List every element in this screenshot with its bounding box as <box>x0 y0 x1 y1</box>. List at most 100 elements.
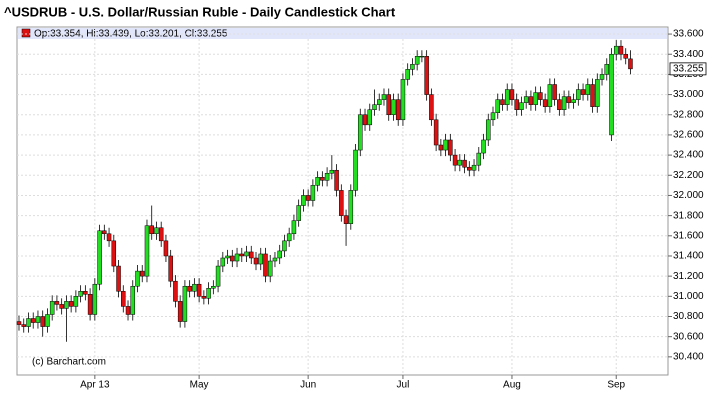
y-tick-label: 33.400 <box>673 49 704 60</box>
candle-body <box>528 96 534 105</box>
candle-body <box>163 240 169 257</box>
x-tick-label: Jul <box>397 380 410 391</box>
candle-body <box>571 99 576 103</box>
candle-body <box>613 45 619 55</box>
candle-body <box>476 152 482 166</box>
candle-body <box>220 257 226 267</box>
candle-body <box>173 280 178 302</box>
candle-body <box>424 56 429 95</box>
candle-body <box>315 177 320 186</box>
candle-body <box>557 99 562 110</box>
candle-body <box>462 159 467 168</box>
candle-body <box>561 96 567 110</box>
candle-body <box>68 301 74 307</box>
candle-body <box>452 154 458 166</box>
candle-body <box>87 294 93 315</box>
candle-body <box>623 53 628 59</box>
candle-body <box>201 296 207 299</box>
candle-body <box>139 270 145 277</box>
y-tick-label: 32.800 <box>673 109 704 120</box>
candle-body <box>433 119 439 146</box>
candle-body <box>320 177 325 181</box>
candle-body <box>282 240 287 252</box>
candle-body <box>296 205 301 221</box>
candle-body <box>234 253 240 262</box>
y-tick-label: 33.000 <box>673 89 704 100</box>
candle-body <box>443 139 448 151</box>
candle-body <box>54 301 60 305</box>
candle-body <box>414 56 420 65</box>
candle-body <box>45 314 50 327</box>
candle-body <box>604 64 610 75</box>
candle-body <box>258 253 263 265</box>
candle-body <box>438 144 444 151</box>
candle-body <box>144 225 150 277</box>
candle-body <box>106 233 112 242</box>
candle-body <box>16 321 22 325</box>
candle-body <box>64 301 69 309</box>
last-price-box <box>669 62 707 76</box>
candle-body <box>580 89 586 95</box>
candle-body <box>177 301 183 322</box>
candle-body <box>168 255 173 282</box>
y-tick-label: 32.400 <box>673 150 704 161</box>
candle-body <box>21 324 26 327</box>
candle-body <box>400 79 406 121</box>
candle-body <box>83 291 88 295</box>
candle-body <box>595 79 600 107</box>
candle-body <box>495 99 500 113</box>
candle-body <box>358 114 363 151</box>
candle-body <box>130 285 136 315</box>
candle-body <box>111 240 117 267</box>
candle-body <box>481 139 486 154</box>
candle-body <box>590 84 595 107</box>
candle-body <box>542 99 548 107</box>
candle-body <box>523 96 529 103</box>
candle-body <box>230 255 235 262</box>
candle-body <box>504 89 510 105</box>
candle-body <box>353 149 358 191</box>
candle-body <box>249 251 254 259</box>
candle-body <box>467 166 472 171</box>
candle-body <box>386 94 391 116</box>
candle-body <box>310 185 316 201</box>
candle-body <box>490 112 496 121</box>
candle-body <box>395 99 401 121</box>
candle-body <box>154 227 159 235</box>
candle-body <box>102 230 107 235</box>
candle-body <box>324 173 330 181</box>
candle-body <box>135 270 140 287</box>
candle-body <box>514 99 519 110</box>
candle-body <box>301 195 306 206</box>
candle-body <box>121 291 126 307</box>
candle-body <box>339 190 344 216</box>
candle-body <box>391 99 396 116</box>
x-tick-label: Jun <box>300 380 316 391</box>
candle-body <box>471 164 477 171</box>
candle-body <box>329 169 335 174</box>
y-tick-label: 30.400 <box>673 351 704 362</box>
candle-body <box>116 265 121 292</box>
candle-body <box>158 227 164 242</box>
candle-body <box>59 304 64 309</box>
candle-body <box>253 257 259 265</box>
legend-swatch <box>21 28 31 38</box>
candle-body <box>348 190 354 224</box>
candle-body <box>599 74 605 80</box>
candle-body <box>26 318 31 327</box>
candle-body <box>343 215 349 224</box>
y-tick-label: 31.400 <box>673 251 704 262</box>
candle-body <box>211 285 216 289</box>
candle-body <box>618 45 624 55</box>
candle-body <box>576 89 581 100</box>
y-tick-label: 32.600 <box>673 130 704 141</box>
candle-body <box>267 260 273 277</box>
candle-body <box>372 104 377 110</box>
candle-body <box>367 109 373 126</box>
candle-body <box>519 102 524 110</box>
candle-body <box>533 92 538 105</box>
candle-body <box>362 114 368 126</box>
candle-body <box>566 96 572 103</box>
candle-body <box>263 253 268 277</box>
candle-body <box>429 94 434 121</box>
